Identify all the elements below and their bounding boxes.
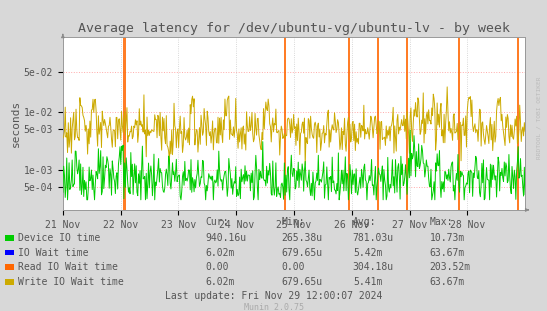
Text: 6.02m: 6.02m — [205, 248, 235, 258]
Bar — [377, 37, 379, 210]
Bar — [124, 37, 126, 210]
Bar — [123, 37, 124, 210]
Text: Cur:: Cur: — [205, 217, 229, 227]
Text: 304.18u: 304.18u — [353, 262, 394, 272]
Text: 10.73m: 10.73m — [429, 233, 464, 243]
Text: 0.00: 0.00 — [205, 262, 229, 272]
Text: Write IO Wait time: Write IO Wait time — [18, 277, 124, 287]
Text: Device IO time: Device IO time — [18, 233, 100, 243]
Text: Max:: Max: — [429, 217, 453, 227]
Text: Last update: Fri Nov 29 12:00:07 2024: Last update: Fri Nov 29 12:00:07 2024 — [165, 291, 382, 301]
Bar — [284, 37, 286, 210]
Text: 679.65u: 679.65u — [282, 248, 323, 258]
Text: IO Wait time: IO Wait time — [18, 248, 89, 258]
Bar — [458, 37, 459, 210]
Bar — [406, 37, 408, 210]
Y-axis label: seconds: seconds — [11, 100, 21, 147]
Text: 940.16u: 940.16u — [205, 233, 246, 243]
Text: Min:: Min: — [282, 217, 305, 227]
Bar — [348, 37, 350, 210]
Text: 63.67m: 63.67m — [429, 248, 464, 258]
Text: 6.02m: 6.02m — [205, 277, 235, 287]
Bar — [517, 37, 519, 210]
Title: Average latency for /dev/ubuntu-vg/ubuntu-lv - by week: Average latency for /dev/ubuntu-vg/ubunt… — [78, 22, 510, 35]
Text: 5.42m: 5.42m — [353, 248, 382, 258]
Text: 63.67m: 63.67m — [429, 277, 464, 287]
Text: 265.38u: 265.38u — [282, 233, 323, 243]
Text: Read IO Wait time: Read IO Wait time — [18, 262, 118, 272]
Text: RRDTOOL / TOBI OETIKER: RRDTOOL / TOBI OETIKER — [536, 77, 542, 160]
Text: 203.52m: 203.52m — [429, 262, 470, 272]
Text: 679.65u: 679.65u — [282, 277, 323, 287]
Text: Avg:: Avg: — [353, 217, 376, 227]
Text: 5.41m: 5.41m — [353, 277, 382, 287]
Text: Munin 2.0.75: Munin 2.0.75 — [243, 303, 304, 311]
Text: 0.00: 0.00 — [282, 262, 305, 272]
Text: 781.03u: 781.03u — [353, 233, 394, 243]
